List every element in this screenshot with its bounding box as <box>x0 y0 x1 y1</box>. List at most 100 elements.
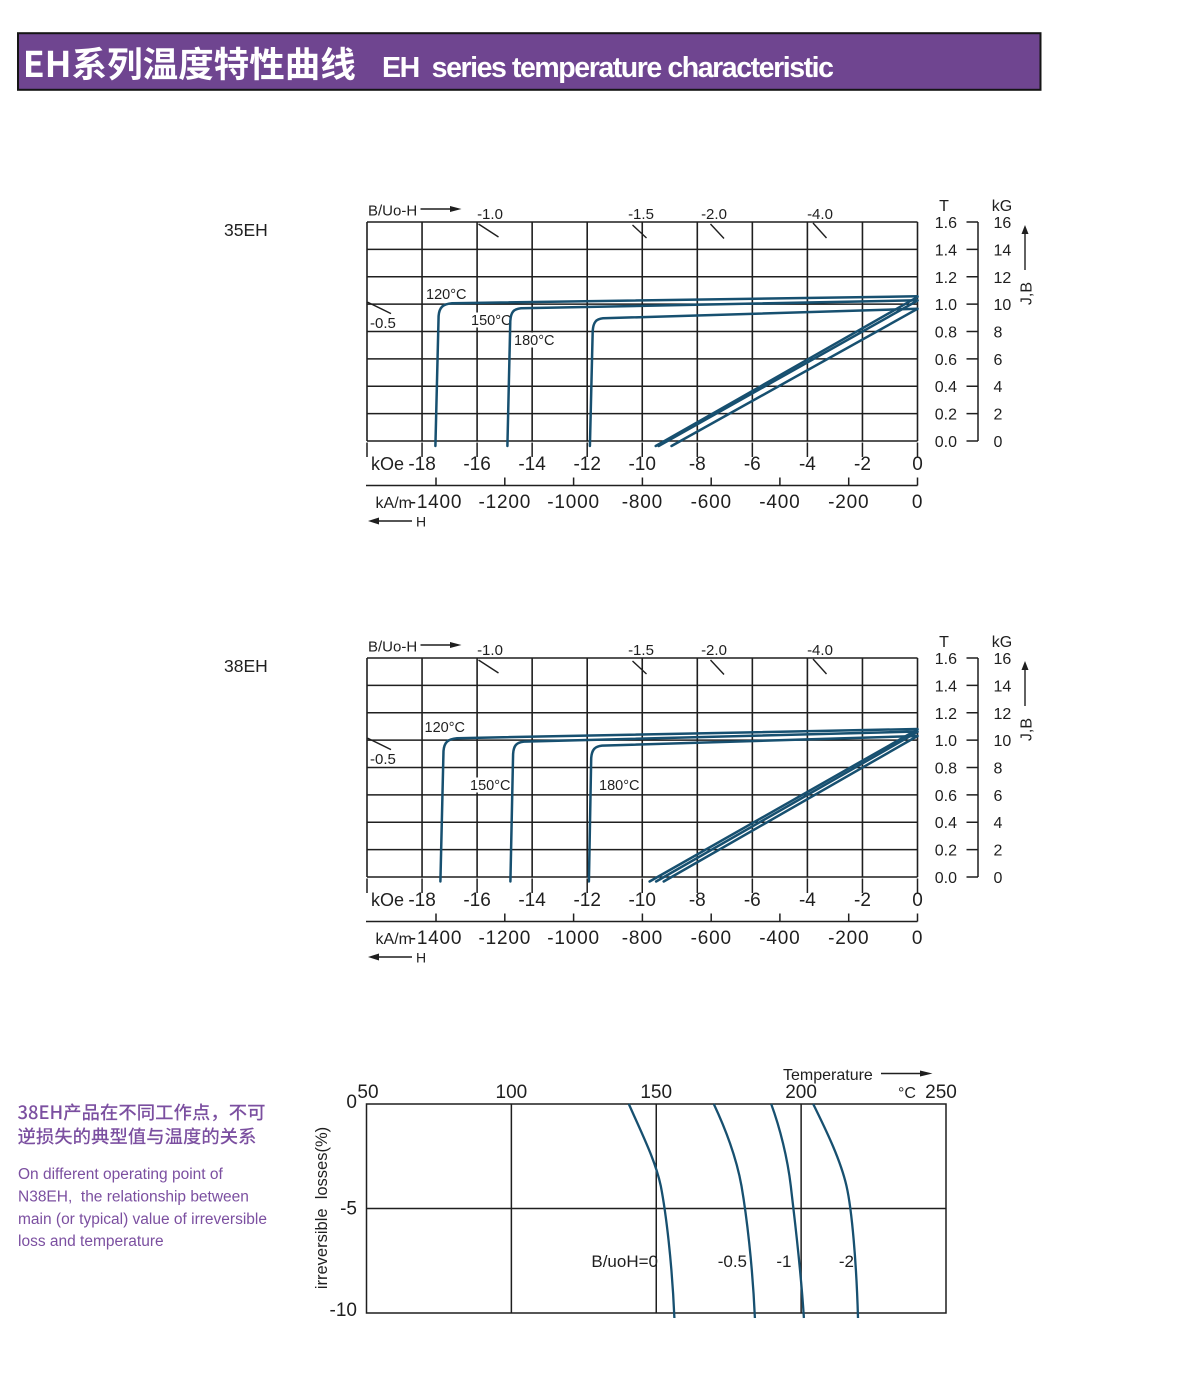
svg-text:B/Uo-H: B/Uo-H <box>368 203 417 220</box>
svg-text:kA/m: kA/m <box>376 495 412 512</box>
svg-text:Temperature: Temperature <box>783 1067 873 1084</box>
svg-text:4: 4 <box>994 379 1003 396</box>
svg-text:0.0: 0.0 <box>935 870 957 887</box>
svg-text:-1.5: -1.5 <box>628 642 654 659</box>
svg-text:J,B: J,B <box>1019 718 1036 741</box>
svg-text:-12: -12 <box>573 890 600 911</box>
svg-text:1.2: 1.2 <box>935 270 957 287</box>
svg-text:120°C: 120°C <box>425 720 465 736</box>
svg-text:B/Uo-H: B/Uo-H <box>368 639 417 656</box>
svg-text:120°C: 120°C <box>426 287 466 303</box>
svg-text:8: 8 <box>994 761 1003 778</box>
svg-text:0: 0 <box>912 454 923 475</box>
svg-text:0.8: 0.8 <box>935 325 957 342</box>
svg-text:-8: -8 <box>689 454 706 475</box>
svg-text:kOe: kOe <box>371 890 404 910</box>
svg-text:-1400: -1400 <box>410 492 463 513</box>
svg-text:-10: -10 <box>628 890 655 911</box>
svg-text:-10: -10 <box>628 454 655 475</box>
svg-text:-14: -14 <box>518 454 546 475</box>
svg-text:-5: -5 <box>340 1199 357 1220</box>
svg-text:kA/m: kA/m <box>376 931 412 948</box>
svg-text:°C: °C <box>898 1085 916 1102</box>
svg-text:loss and temperature: loss and temperature <box>18 1233 164 1250</box>
svg-text:-18: -18 <box>408 890 435 911</box>
svg-text:38EH: 38EH <box>224 656 268 676</box>
svg-text:6: 6 <box>994 788 1003 805</box>
svg-text:J,B: J,B <box>1019 282 1036 305</box>
svg-text:-400: -400 <box>759 928 800 949</box>
svg-text:On different operating point o: On different operating point of <box>18 1166 223 1183</box>
svg-text:10: 10 <box>994 297 1012 314</box>
svg-text:kG: kG <box>992 634 1012 651</box>
svg-text:2: 2 <box>994 407 1003 424</box>
svg-text:-6: -6 <box>744 890 761 911</box>
svg-text:-4.0: -4.0 <box>807 642 833 659</box>
svg-text:kG: kG <box>992 198 1012 215</box>
svg-text:-4: -4 <box>799 890 816 911</box>
svg-text:0: 0 <box>994 434 1003 451</box>
svg-text:-0.5: -0.5 <box>370 315 396 332</box>
svg-text:16: 16 <box>994 215 1012 232</box>
svg-text:12: 12 <box>994 270 1012 287</box>
svg-text:-0.5: -0.5 <box>370 751 396 768</box>
svg-text:-10: -10 <box>330 1300 357 1321</box>
svg-text:H: H <box>416 514 426 530</box>
svg-text:0.2: 0.2 <box>935 843 957 860</box>
svg-text:14: 14 <box>994 242 1012 259</box>
svg-text:10: 10 <box>994 733 1012 750</box>
svg-text:180°C: 180°C <box>599 778 639 794</box>
svg-text:-1.0: -1.0 <box>477 642 503 659</box>
svg-text:-1400: -1400 <box>410 928 463 949</box>
svg-text:-2.0: -2.0 <box>701 642 727 659</box>
svg-text:-2: -2 <box>839 1252 854 1271</box>
svg-text:50: 50 <box>357 1082 378 1103</box>
svg-text:-1.5: -1.5 <box>628 206 654 223</box>
svg-text:0.0: 0.0 <box>935 434 957 451</box>
svg-text:-16: -16 <box>463 454 490 475</box>
svg-text:35EH: 35EH <box>224 220 268 240</box>
svg-text:T: T <box>939 634 949 651</box>
svg-text:0.6: 0.6 <box>935 352 957 369</box>
svg-text:0: 0 <box>994 870 1003 887</box>
svg-text:-800: -800 <box>622 492 663 513</box>
svg-text:250: 250 <box>925 1082 957 1103</box>
svg-text:-4.0: -4.0 <box>807 206 833 223</box>
svg-text:1.4: 1.4 <box>935 678 957 695</box>
svg-text:-16: -16 <box>463 890 490 911</box>
svg-text:4: 4 <box>994 815 1003 832</box>
svg-text:main (or typical) value of irr: main (or typical) value of irreversible <box>18 1211 267 1228</box>
svg-text:150°C: 150°C <box>471 313 511 329</box>
svg-text:N38EH, the relationship betwe: N38EH, the relationship between <box>18 1188 249 1205</box>
svg-text:2: 2 <box>994 843 1003 860</box>
svg-text:-800: -800 <box>622 928 663 949</box>
svg-text:B/uoH=0: B/uoH=0 <box>591 1252 658 1271</box>
svg-text:0: 0 <box>912 492 923 513</box>
svg-text:1.2: 1.2 <box>935 706 957 723</box>
svg-text:-1: -1 <box>776 1252 791 1271</box>
svg-text:-1000: -1000 <box>547 492 600 513</box>
svg-text:0.8: 0.8 <box>935 761 957 778</box>
svg-text:-600: -600 <box>691 492 732 513</box>
svg-text:1.6: 1.6 <box>935 215 957 232</box>
svg-text:1.6: 1.6 <box>935 651 957 668</box>
svg-text:-1200: -1200 <box>478 928 531 949</box>
svg-text:-6: -6 <box>744 454 761 475</box>
svg-text:-4: -4 <box>799 454 816 475</box>
svg-text:-18: -18 <box>408 454 435 475</box>
svg-text:6: 6 <box>994 352 1003 369</box>
svg-text:16: 16 <box>994 651 1012 668</box>
svg-text:T: T <box>939 198 949 215</box>
svg-text:150: 150 <box>640 1082 672 1103</box>
svg-text:-200: -200 <box>828 492 869 513</box>
svg-text:EH series temperature charact: EH series temperature characteristic <box>382 52 834 84</box>
svg-text:180°C: 180°C <box>514 333 554 349</box>
svg-text:0.4: 0.4 <box>935 379 957 396</box>
svg-text:0.2: 0.2 <box>935 407 957 424</box>
svg-text:-14: -14 <box>518 890 546 911</box>
svg-text:-1.0: -1.0 <box>477 206 503 223</box>
svg-text:1.0: 1.0 <box>935 733 957 750</box>
svg-text:8: 8 <box>994 325 1003 342</box>
svg-text:-400: -400 <box>759 492 800 513</box>
svg-text:-1000: -1000 <box>547 928 600 949</box>
